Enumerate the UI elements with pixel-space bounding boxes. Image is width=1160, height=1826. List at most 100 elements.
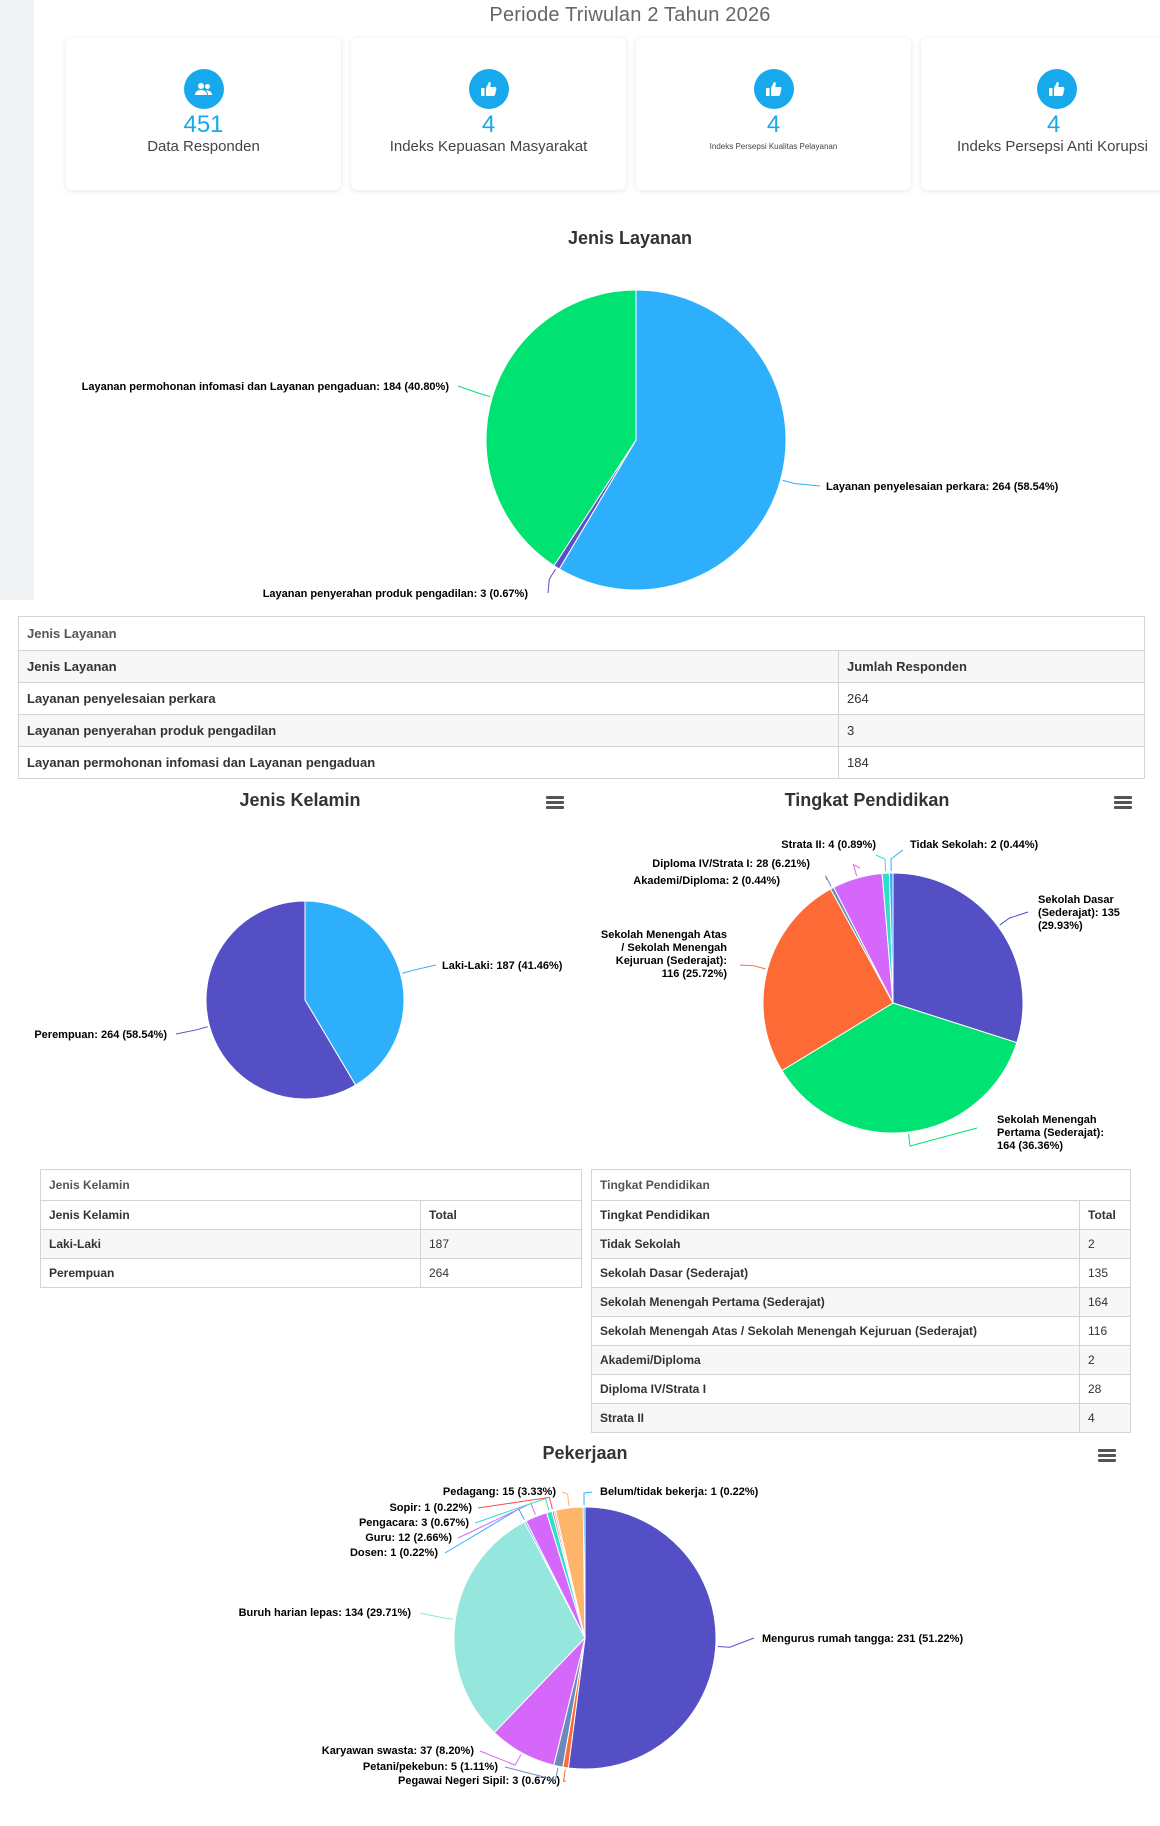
table-header: Total	[420, 1200, 582, 1230]
thumbs-up-icon	[753, 69, 794, 109]
connector-line	[908, 1127, 978, 1147]
pie-slice[interactable]	[892, 872, 1024, 1044]
table-caption: Tingkat Pendidikan	[591, 1169, 1131, 1201]
table-tingkat-pendidikan: Tingkat Pendidikan Tingkat Pendidikan Tot…	[591, 1169, 1131, 1433]
chart-title-jenis-layanan: Jenis Layanan	[567, 228, 693, 248]
connector-line	[782, 479, 821, 487]
connector-line	[739, 964, 766, 970]
table-header: Tingkat Pendidikan	[591, 1200, 1080, 1230]
connector-line	[562, 1769, 567, 1783]
stat-card-responden: 451 Data Responden	[66, 38, 341, 190]
table-row: Laki-Laki 187	[40, 1229, 582, 1259]
connector-line	[457, 385, 491, 398]
pie-chart-jenis-layanan: Layanan penyelesaian perkara: 264 (58.54…	[82, 289, 1059, 600]
table-row: Sekolah Dasar (Sederajat) 135	[591, 1258, 1131, 1288]
pie-slice[interactable]	[582, 1506, 586, 1639]
data-label: Sekolah Menengah Atas / Sekolah Menengah K…	[601, 929, 727, 980]
table-row: Sekolah Menengah Pertama (Sederajat) 164	[591, 1287, 1131, 1317]
stat-value: 4	[766, 111, 781, 138]
pie-slice[interactable]	[453, 1521, 586, 1734]
connector-line	[477, 1496, 553, 1510]
table-cell: Sekolah Menengah Atas / Sekolah Menengah…	[591, 1316, 1080, 1346]
table-cell: Layanan penyerahan produk pengadilan	[18, 714, 839, 747]
table-cell: 3	[838, 714, 1145, 747]
pie-chart-jenis-kelamin: Laki-Laki: 187 (41.46%) Perempuan: 264 (5…	[34, 900, 563, 1100]
table-cell: 184	[838, 746, 1145, 779]
data-label: Layanan penyerahan produk pengadilan: 3 …	[263, 588, 529, 600]
table-cell: Sekolah Menengah Pertama (Sederajat)	[591, 1287, 1080, 1317]
connector-line	[479, 1750, 522, 1766]
chart-title-pekerjaan: Pekerjaan	[542, 1443, 628, 1463]
data-label: Dosen: 1 (0.22%)	[350, 1547, 438, 1559]
connector-line	[825, 875, 832, 887]
connector-line	[561, 1491, 570, 1507]
table-cell: 28	[1079, 1374, 1131, 1404]
stat-value: 4	[1047, 111, 1061, 138]
connector-line	[999, 911, 1029, 926]
stat-label: Indeks Persepsi Kualitas Pelayanan	[709, 142, 838, 151]
data-label: Buruh harian lepas: 134 (29.71%)	[239, 1607, 412, 1619]
table-cell: 264	[420, 1258, 582, 1288]
data-label: Laki-Laki: 187 (41.46%)	[442, 960, 563, 972]
pie-chart-tingkat-pendidikan: Sekolah Dasar (Sederajat): 135 (29.93%) Sek…	[601, 839, 1120, 1152]
thumbs-up-icon	[1037, 69, 1077, 109]
thumbs-up-icon	[468, 69, 509, 109]
table-row: Akademi/Diploma 2	[591, 1345, 1131, 1375]
stat-value: 451	[183, 111, 224, 138]
data-label: Sekolah Dasar (Sederajat): 135 (29.93%)	[1038, 894, 1120, 932]
pie-slice[interactable]	[485, 289, 637, 567]
table-row: Layanan penyelesaian perkara 264	[18, 682, 1145, 715]
pie-slice[interactable]	[558, 289, 787, 591]
chart-menu-icon[interactable]	[1114, 796, 1132, 810]
data-label: Belum/tidak bekerja: 1 (0.22%)	[600, 1486, 759, 1498]
data-label: Layanan penyelesaian perkara: 264 (58.54…	[826, 481, 1059, 493]
table-caption: Jenis Kelamin	[40, 1169, 582, 1201]
table-jenis-kelamin: Jenis Kelamin Jenis Kelamin Total Laki-La…	[40, 1169, 582, 1288]
connector-line	[852, 863, 861, 877]
pie-slice[interactable]	[781, 1002, 1018, 1134]
table-row: Layanan permohonan infomasi dan Layanan …	[18, 746, 1145, 779]
connector-line	[583, 1491, 593, 1506]
table-cell: Layanan penyelesaian perkara	[18, 682, 839, 715]
chart-title-tingkat-pendidikan: Tingkat Pendidikan	[784, 790, 950, 810]
pie-slice[interactable]	[205, 900, 357, 1100]
table-cell: 2	[1079, 1345, 1131, 1375]
stat-value: 4	[481, 111, 496, 138]
connector-line	[717, 1637, 755, 1648]
table-row: Tidak Sekolah 2	[591, 1229, 1131, 1259]
pie-slice[interactable]	[567, 1506, 717, 1770]
table-cell: 164	[1079, 1287, 1131, 1317]
stat-label: Data Responden	[147, 138, 260, 155]
stat-label: Indeks Kepuasan Masyarakat	[389, 138, 588, 155]
stat-card-ipkp: 4 Indeks Persepsi Kualitas Pelayanan	[636, 38, 911, 190]
connector-line	[875, 854, 887, 872]
data-label: Layanan permohonan infomasi dan Layanan …	[82, 381, 450, 393]
pie-slice[interactable]	[888, 872, 894, 1004]
data-label: Diploma IV/Strata I: 28 (6.21%)	[652, 858, 810, 870]
table-row: Perempuan 264	[40, 1258, 582, 1288]
chart-menu-icon[interactable]	[1098, 1449, 1116, 1463]
data-label: Pengacara: 3 (0.67%)	[359, 1517, 469, 1529]
table-cell: 116	[1079, 1316, 1131, 1346]
table-cell: Sekolah Dasar (Sederajat)	[591, 1258, 1080, 1288]
data-label: Sopir: 1 (0.22%)	[389, 1502, 472, 1514]
table-cell: Tidak Sekolah	[591, 1229, 1080, 1259]
table-cell: Akademi/Diploma	[591, 1345, 1080, 1375]
period-title: Periode Triwulan 2 Tahun 2026	[489, 4, 771, 26]
pie-slice[interactable]	[762, 888, 894, 1072]
table-cell: Laki-Laki	[40, 1229, 421, 1259]
table-cell: 4	[1079, 1403, 1131, 1433]
connector-line	[175, 1026, 208, 1035]
table-cell: Layanan permohonan infomasi dan Layanan …	[18, 746, 839, 779]
chart-menu-icon[interactable]	[546, 796, 564, 810]
pie-slice[interactable]	[304, 900, 405, 1086]
table-jenis-layanan: Jenis Layanan Jenis Layanan Jumlah Respon…	[18, 616, 1145, 779]
table-cell: 2	[1079, 1229, 1131, 1259]
table-caption: Jenis Layanan	[18, 616, 1145, 651]
data-label: Perempuan: 264 (58.54%)	[34, 1029, 167, 1041]
table-cell: Diploma IV/Strata I	[591, 1374, 1080, 1404]
table-cell: Perempuan	[40, 1258, 421, 1288]
data-label: Mengurus rumah tangga: 231 (51.22%)	[762, 1633, 963, 1645]
stat-card-ikm: 4 Indeks Kepuasan Masyarakat	[351, 38, 626, 190]
connector-line	[419, 1612, 454, 1620]
